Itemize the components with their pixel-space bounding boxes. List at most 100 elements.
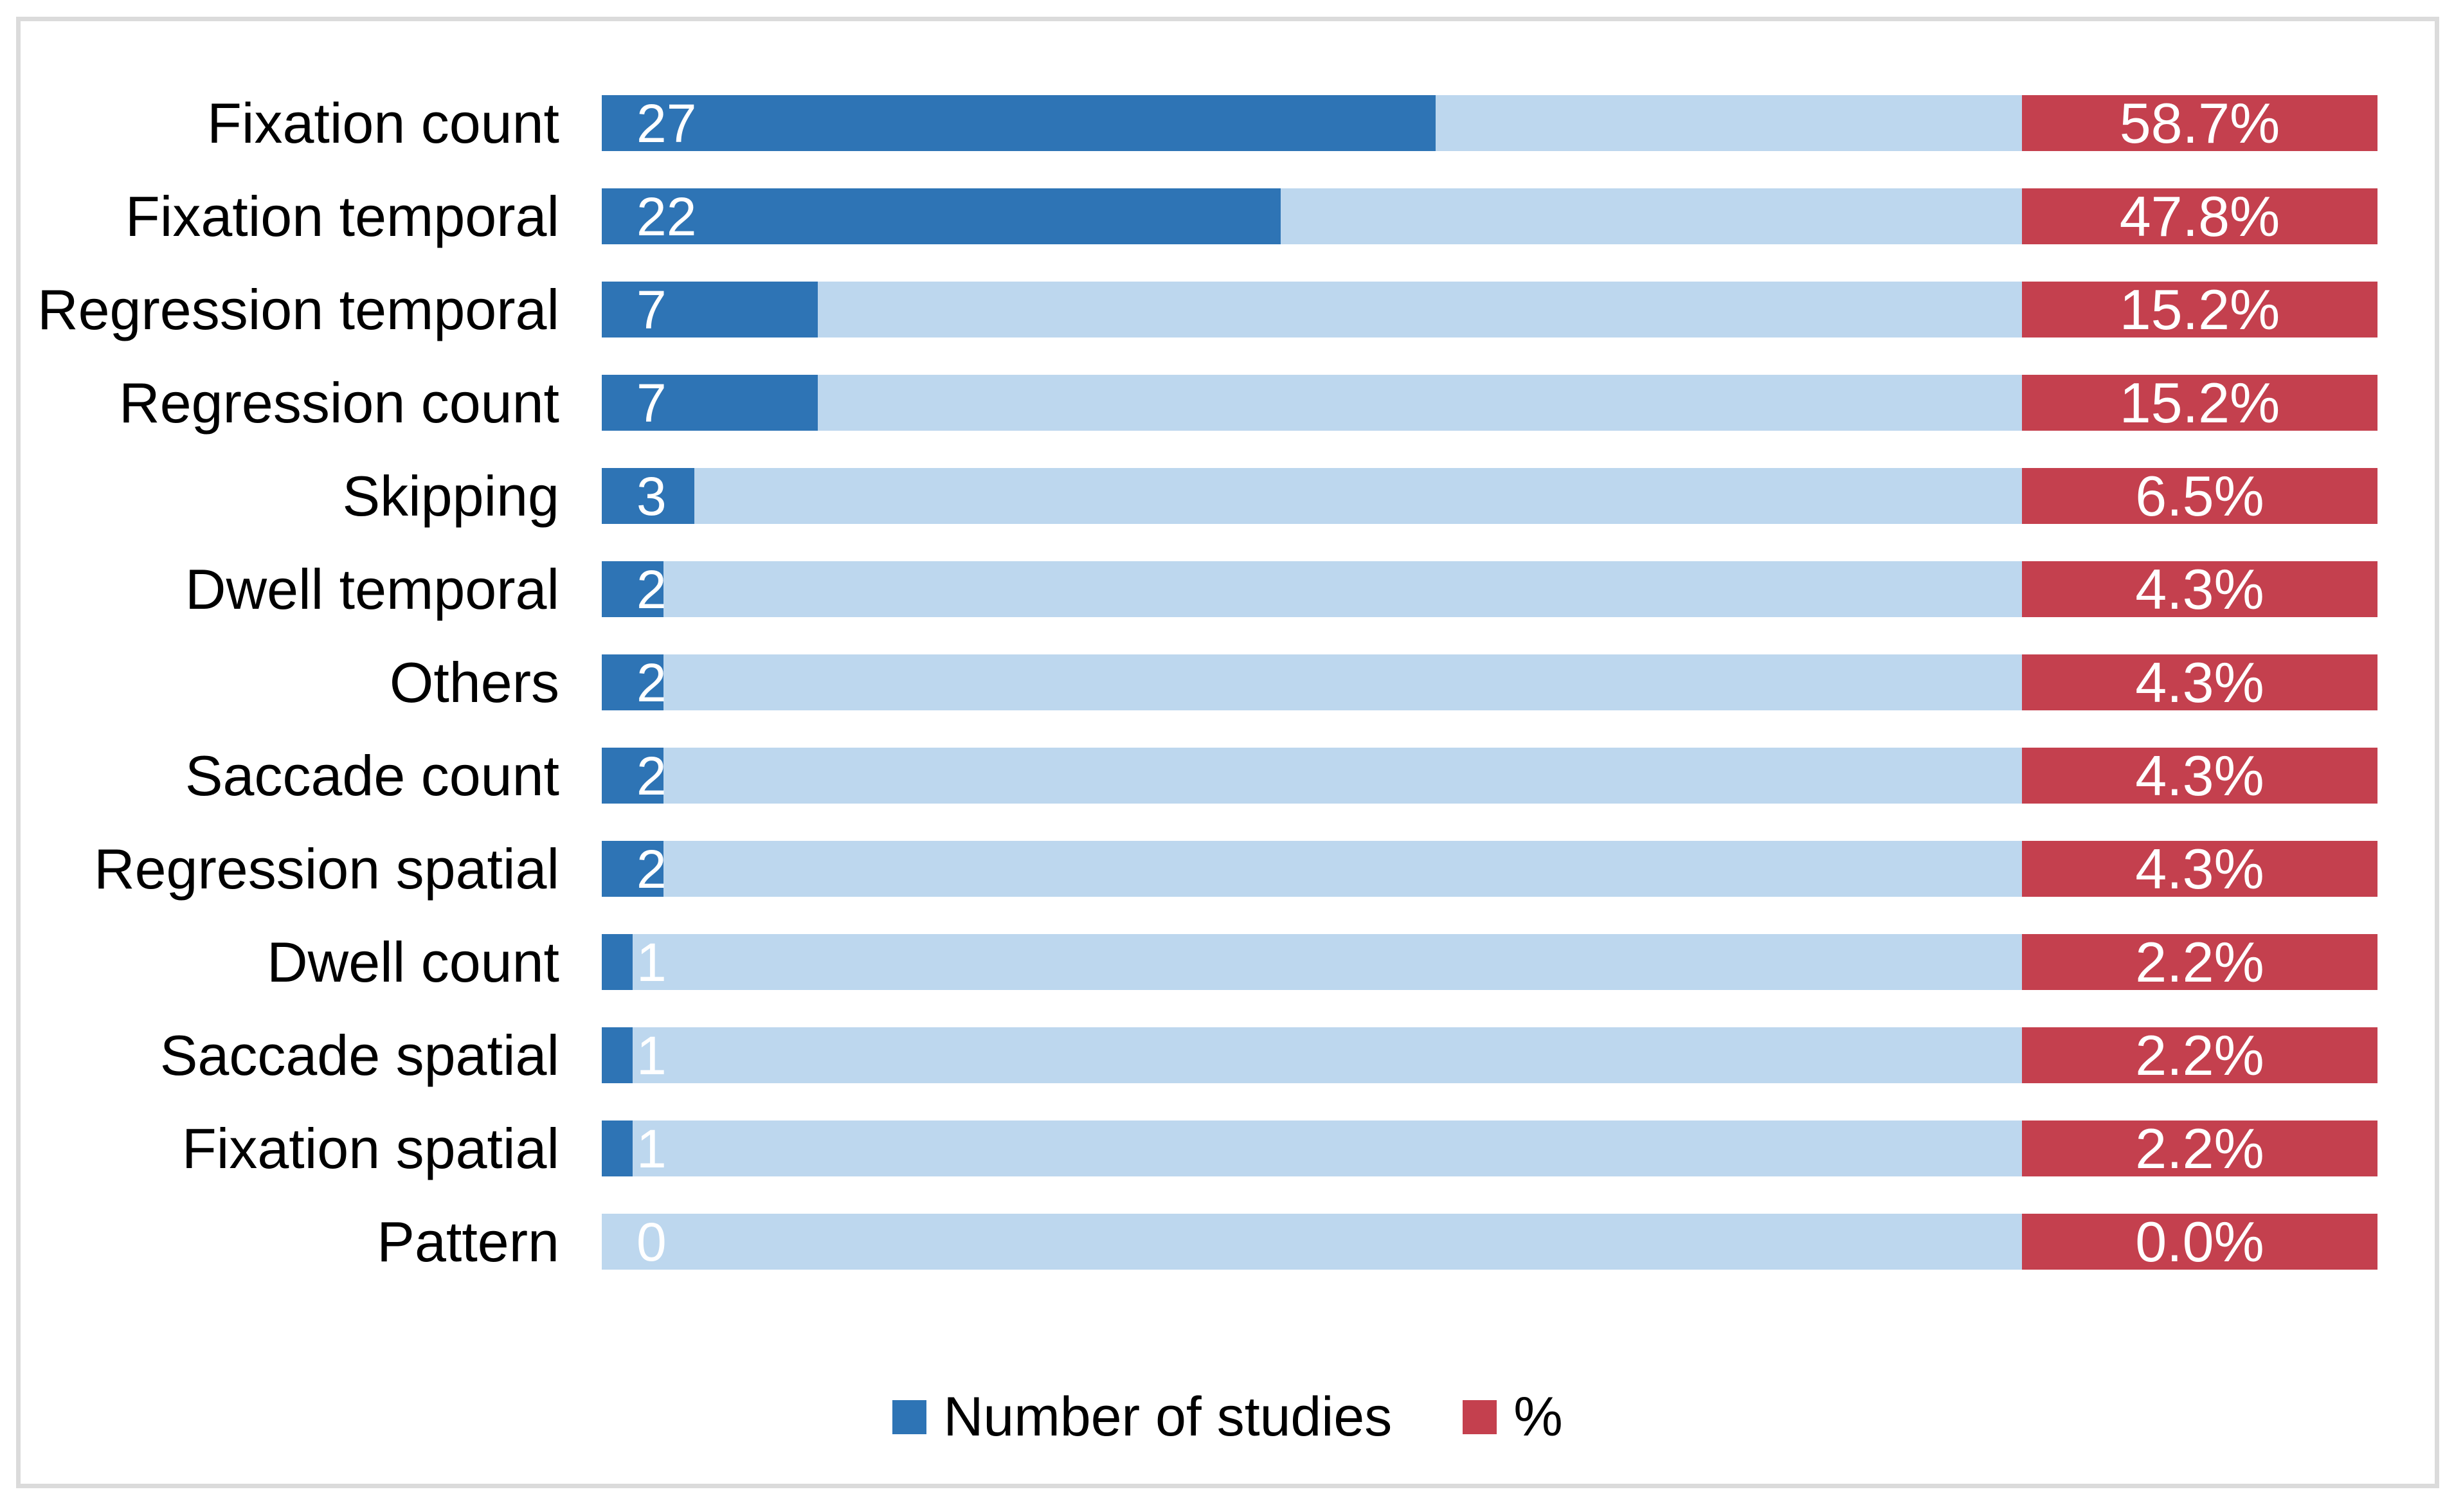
count-value-label: 3 [636,465,667,526]
bar-track: 0.0% 0 [602,1209,2377,1274]
chart-row: Saccade spatial 2.2% 1 [21,1023,2377,1087]
chart-row: Dwell count 2.2% 1 [21,930,2377,994]
category-label: Regression count [119,370,559,435]
remainder-bar-segment [602,561,2022,617]
category-label: Fixation spatial [182,1116,559,1180]
chart-row: Regression count 15.2% 7 [21,370,2377,435]
count-value-label: 1 [636,1118,667,1179]
percent-value-label: 15.2% [2119,370,2280,435]
category-label: Saccade count [185,743,559,807]
percent-bar-segment: 4.3% [2022,561,2377,617]
percent-bar-segment: 2.2% [2022,930,2377,994]
category-label: Regression spatial [94,836,559,901]
chart-row: Dwell temporal 4.3% 2 [21,557,2377,621]
bar-track: 4.3% 2 [602,654,2377,710]
percent-bar-segment: 15.2% [2022,277,2377,341]
bar-track: 15.2% 7 [602,277,2377,341]
percent-bar-segment: 47.8% [2022,188,2377,244]
remainder-bar-segment [602,1027,2022,1083]
percent-value-label: 47.8% [2119,184,2280,248]
count-bar-segment [602,841,664,897]
percent-value-label: 58.7% [2119,91,2280,155]
count-value-label: 7 [636,372,667,433]
count-bar-segment [602,654,664,710]
category-label: Others [389,650,559,714]
percent-value-label: 4.3% [2135,650,2264,714]
percent-value-label: 6.5% [2135,464,2264,528]
legend-item-percent: % [1463,1385,1563,1449]
count-bar-segment [602,561,664,617]
count-value-label: 2 [636,745,667,806]
percent-bar-segment: 15.2% [2022,370,2377,435]
chart-row: Regression temporal 15.2% 7 [21,277,2377,341]
count-value-label: 22 [636,186,697,247]
bar-chart: Fixation count 58.7% 27 Fixation temporal 47… [21,91,2377,1307]
percent-value-label: 4.3% [2135,743,2264,807]
percent-bar-segment: 4.3% [2022,743,2377,807]
remainder-bar-segment [602,375,2022,431]
percent-value-label: 2.2% [2135,930,2264,994]
count-value-label: 2 [636,559,667,620]
category-label: Pattern [377,1209,559,1274]
bar-track: 47.8% 22 [602,188,2377,244]
bar-track: 2.2% 1 [602,1120,2377,1176]
bar-track: 15.2% 7 [602,370,2377,435]
bar-track: 58.7% 27 [602,91,2377,155]
bar-track: 4.3% 2 [602,561,2377,617]
count-bar-segment [602,375,818,431]
percent-bar-segment: 2.2% [2022,1027,2377,1083]
category-label: Skipping [342,464,559,528]
percent-bar-segment: 58.7% [2022,91,2377,155]
count-value-label: 1 [636,1025,667,1086]
chart-row: Fixation count 58.7% 27 [21,91,2377,155]
percent-bar-segment: 2.2% [2022,1120,2377,1176]
remainder-bar-segment [602,1120,2022,1176]
chart-row: Fixation spatial 2.2% 1 [21,1116,2377,1180]
category-label: Saccade spatial [159,1023,559,1087]
count-bar-segment [602,468,695,524]
remainder-bar-segment [602,748,2022,804]
count-value-label: 2 [636,652,667,713]
count-bar-segment [602,748,664,804]
remainder-bar-segment [602,1214,2022,1270]
remainder-bar-segment [602,468,2022,524]
bar-track: 6.5% 3 [602,464,2377,528]
count-value-label: 27 [636,93,697,154]
category-label: Regression temporal [37,277,559,341]
percent-value-label: 4.3% [2135,557,2264,621]
percent-bar-segment: 6.5% [2022,464,2377,528]
legend-swatch-red [1463,1400,1497,1434]
chart-row: Others 4.3% 2 [21,650,2377,714]
bar-track: 4.3% 2 [602,836,2377,901]
count-value-label: 0 [636,1211,667,1272]
legend-label-number-of-studies: Number of studies [943,1386,1393,1448]
percent-value-label: 4.3% [2135,836,2264,901]
bar-track: 2.2% 1 [602,1027,2377,1083]
category-label: Dwell count [267,930,559,994]
count-value-label: 7 [636,279,667,340]
percent-value-label: 0.0% [2135,1209,2264,1274]
bar-track: 2.2% 1 [602,930,2377,994]
count-value-label: 1 [636,932,667,993]
percent-value-label: 2.2% [2135,1023,2264,1087]
count-bar-segment [602,1027,633,1083]
count-value-label: 2 [636,838,667,899]
count-bar-segment [602,934,633,990]
legend-swatch-blue [892,1400,927,1434]
percent-value-label: 15.2% [2119,277,2280,341]
category-label: Dwell temporal [185,557,559,621]
chart-row: Regression spatial 4.3% 2 [21,836,2377,901]
remainder-bar-segment [602,654,2022,710]
chart-row: Pattern 0.0% 0 [21,1209,2377,1274]
percent-value-label: 2.2% [2135,1116,2264,1180]
remainder-bar-segment [602,282,2022,338]
chart-figure: Fixation count 58.7% 27 Fixation temporal 47… [16,17,2439,1488]
legend: Number of studies % [21,1385,2435,1449]
bar-track: 4.3% 2 [602,743,2377,807]
category-label: Fixation temporal [125,184,559,248]
legend-item-number-of-studies: Number of studies [892,1385,1392,1449]
legend-label-percent: % [1513,1386,1563,1448]
count-bar-segment [602,95,1436,151]
percent-bar-segment: 0.0% [2022,1209,2377,1274]
